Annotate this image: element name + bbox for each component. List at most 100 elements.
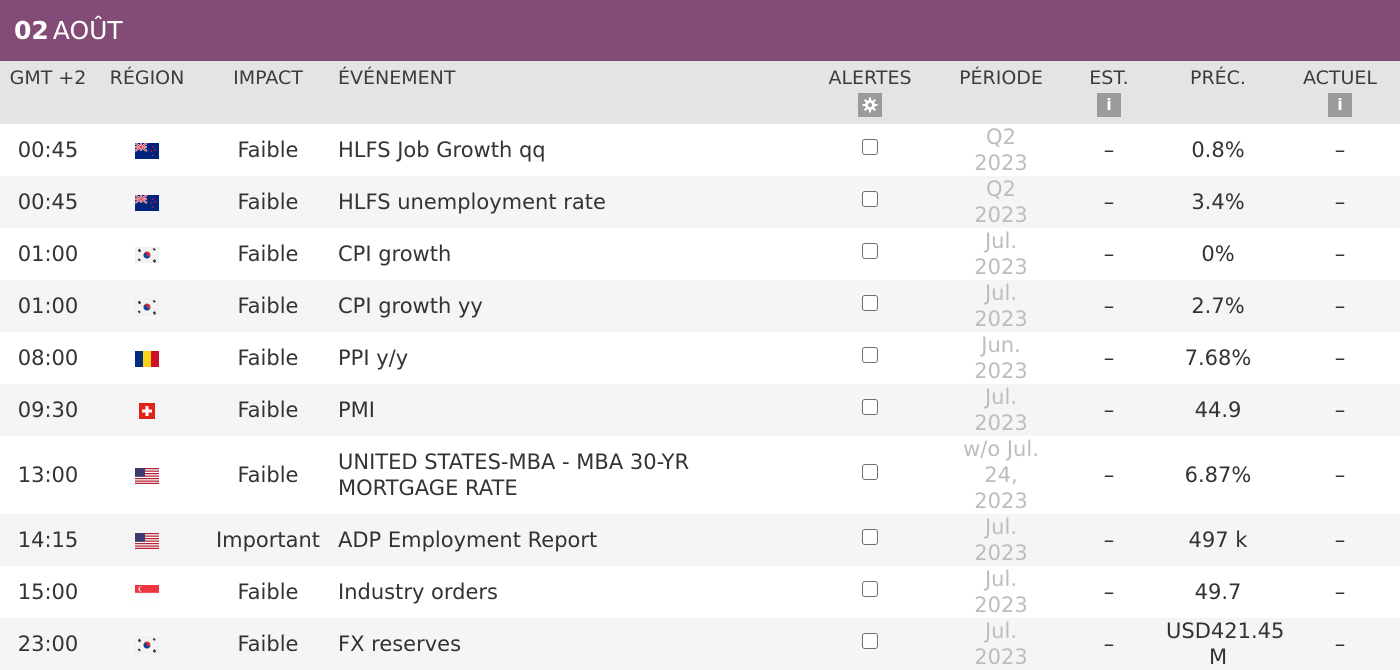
info-icon[interactable]: i [1328, 93, 1352, 117]
event-name[interactable]: HLFS unemployment rate [338, 190, 606, 214]
event-name[interactable]: CPI growth yy [338, 294, 483, 318]
event-name[interactable]: ADP Employment Report [338, 528, 598, 552]
impact-level: Faible [237, 346, 299, 370]
event-time: 00:45 [17, 138, 79, 162]
alert-cell [800, 618, 940, 670]
impact-level: Faible [237, 294, 299, 318]
table-row[interactable]: 01:00 Faible CPI growth yy Jul. 2023 – 2.7% – [0, 280, 1400, 332]
region-flag-cell [96, 566, 198, 618]
table-row[interactable]: 01:00 Faible CPI growth Jul. 2023 – 0% – [0, 228, 1400, 280]
south-korea-flag-icon [135, 294, 159, 318]
event-name[interactable]: FX reserves [338, 632, 462, 656]
region-flag-cell [96, 124, 198, 176]
col-header-time[interactable]: GMT +2 [9, 67, 87, 89]
alert-checkbox[interactable] [862, 633, 878, 649]
impact-level: Faible [237, 463, 299, 487]
impact-level: Faible [237, 580, 299, 604]
alert-cell [800, 514, 940, 566]
table-row[interactable]: 00:45 Faible HLFS unemployment rate Q2 2023… [0, 176, 1400, 228]
col-header-event[interactable]: ÉVÉNEMENT [338, 67, 456, 89]
gear-icon[interactable] [858, 93, 882, 117]
event-name[interactable]: PPI y/y [338, 346, 409, 370]
romania-flag-icon [135, 346, 159, 370]
new-zealand-flag-icon [135, 138, 159, 162]
impact-level: Faible [237, 398, 299, 422]
event-period: Jul. 2023 [974, 229, 1028, 279]
alert-cell [800, 280, 940, 332]
event-time: 15:00 [17, 580, 79, 604]
col-header-actual-label: ACTUEL [1302, 67, 1378, 89]
actual-value: – [1334, 190, 1346, 214]
impact-level: Important [215, 528, 321, 552]
table-row[interactable]: 08:00 Faible PPI y/y Jun. 2023 – 7.68% – [0, 332, 1400, 384]
estimate-value: – [1103, 190, 1115, 214]
alert-checkbox[interactable] [862, 529, 878, 545]
previous-value: 49.7 [1194, 580, 1242, 604]
alert-checkbox[interactable] [862, 139, 878, 155]
table-row[interactable]: 09:30 Faible PMI Jul. 2023 – 44.9 – [0, 384, 1400, 436]
alert-checkbox[interactable] [862, 581, 878, 597]
united-states-flag-icon [135, 463, 159, 487]
alert-checkbox[interactable] [862, 347, 878, 363]
event-time: 09:30 [17, 398, 79, 422]
col-header-impact[interactable]: IMPACT [233, 67, 303, 89]
col-header-period[interactable]: PÉRIODE [959, 67, 1043, 89]
region-flag-cell [96, 228, 198, 280]
impact-level: Faible [237, 190, 299, 214]
south-korea-flag-icon [135, 632, 159, 656]
event-name[interactable]: PMI [338, 398, 375, 422]
col-header-est-label: EST. [1089, 67, 1129, 89]
table-row[interactable]: 15:00 Faible Industry orders Jul. 2023 – 49.7… [0, 566, 1400, 618]
info-icon[interactable]: i [1097, 93, 1121, 117]
singapore-flag-icon [135, 580, 159, 604]
region-flag-cell [96, 436, 198, 514]
event-name[interactable]: CPI growth [338, 242, 452, 266]
table-row[interactable]: 13:00 Faible UNITED STATES-MBA - MBA 30-YR… [0, 436, 1400, 514]
switzerland-flag-icon [135, 398, 159, 422]
actual-value: – [1334, 294, 1346, 318]
alert-cell [800, 384, 940, 436]
alert-cell [800, 228, 940, 280]
table-row[interactable]: 00:45 Faible HLFS Job Growth qq Q2 2023 – 0.8… [0, 124, 1400, 176]
col-header-alerts-label: ALERTES [828, 67, 912, 89]
event-time: 08:00 [17, 346, 79, 370]
event-period: w/o Jul. 24, 2023 [963, 437, 1039, 513]
region-flag-cell [96, 384, 198, 436]
col-header-actual: ACTUEL i [1280, 61, 1400, 124]
alert-checkbox[interactable] [862, 295, 878, 311]
col-header-region[interactable]: RÉGION [109, 67, 185, 89]
alert-checkbox[interactable] [862, 464, 878, 480]
event-period: Jul. 2023 [974, 515, 1028, 565]
alert-checkbox[interactable] [862, 399, 878, 415]
col-header-prev[interactable]: PRÉC. [1190, 67, 1246, 89]
alert-checkbox[interactable] [862, 243, 878, 259]
estimate-value: – [1103, 463, 1115, 487]
estimate-value: – [1103, 138, 1115, 162]
impact-level: Faible [237, 138, 299, 162]
event-period: Q2 2023 [974, 177, 1028, 227]
event-name[interactable]: HLFS Job Growth qq [338, 138, 546, 162]
event-time: 00:45 [17, 190, 79, 214]
alert-cell [800, 332, 940, 384]
previous-value: 7.68% [1184, 346, 1252, 370]
south-korea-flag-icon [135, 242, 159, 266]
estimate-value: – [1103, 346, 1115, 370]
impact-level: Faible [237, 632, 299, 656]
event-time: 23:00 [17, 632, 79, 656]
event-period: Q2 2023 [974, 125, 1028, 175]
alert-checkbox[interactable] [862, 191, 878, 207]
event-time: 13:00 [17, 463, 79, 487]
event-period: Jun. 2023 [974, 333, 1028, 383]
event-name[interactable]: Industry orders [338, 580, 498, 604]
table-row[interactable]: 23:00 Faible FX reserves Jul. 2023 – USD421.4… [0, 618, 1400, 670]
alert-cell [800, 176, 940, 228]
col-header-alerts: ALERTES [800, 61, 940, 124]
actual-value: – [1334, 580, 1346, 604]
event-name[interactable]: UNITED STATES-MBA - MBA 30-YR MORTGAGE R… [338, 450, 690, 500]
actual-value: – [1334, 138, 1346, 162]
previous-value: 2.7% [1191, 294, 1245, 318]
table-row[interactable]: 14:15 Important ADP Employment Report Jul. … [0, 514, 1400, 566]
previous-value: 44.9 [1194, 398, 1242, 422]
previous-value: 6.87% [1184, 463, 1252, 487]
previous-value: 0.8% [1191, 138, 1245, 162]
